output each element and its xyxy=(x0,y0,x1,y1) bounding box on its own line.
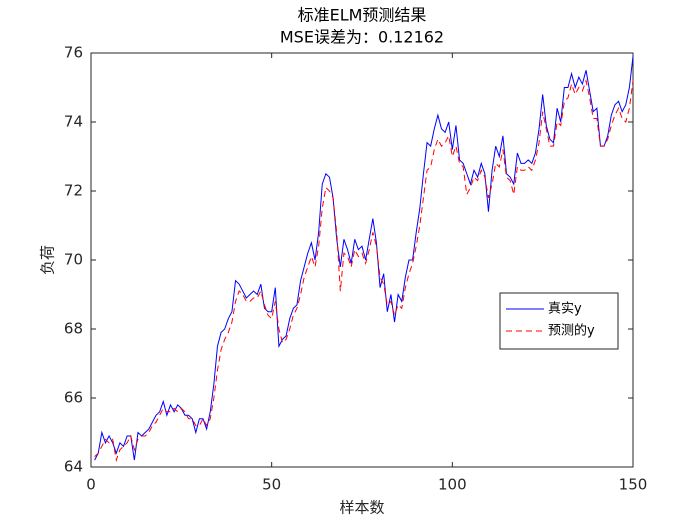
line-series xyxy=(94,56,634,461)
y-tick-label: 68 xyxy=(64,320,83,338)
x-axis-label: 样本数 xyxy=(339,499,384,517)
y-tick-label: 72 xyxy=(64,182,83,200)
plot-frame xyxy=(90,52,634,468)
legend-box xyxy=(499,292,619,350)
legend-label: 真实y xyxy=(548,302,582,317)
chart-subtitle: MSE误差为：0.12162 xyxy=(280,28,444,47)
y-axis-label: 负荷 xyxy=(39,245,57,275)
y-tick-label: 76 xyxy=(64,44,83,62)
x-tick-label: 150 xyxy=(619,476,648,494)
y-tick-label: 64 xyxy=(64,458,83,476)
y-tick-label: 66 xyxy=(64,389,83,407)
chart-title: 标准ELM预测结果 xyxy=(298,6,427,25)
x-tick-label: 100 xyxy=(438,476,467,494)
legend-label: 预测的y xyxy=(548,323,595,339)
y-tick-label: 74 xyxy=(64,113,83,131)
x-tick-label: 50 xyxy=(262,476,281,494)
line-series xyxy=(94,78,634,463)
y-tick-label: 70 xyxy=(64,251,83,269)
x-tick-label: 0 xyxy=(86,476,96,494)
